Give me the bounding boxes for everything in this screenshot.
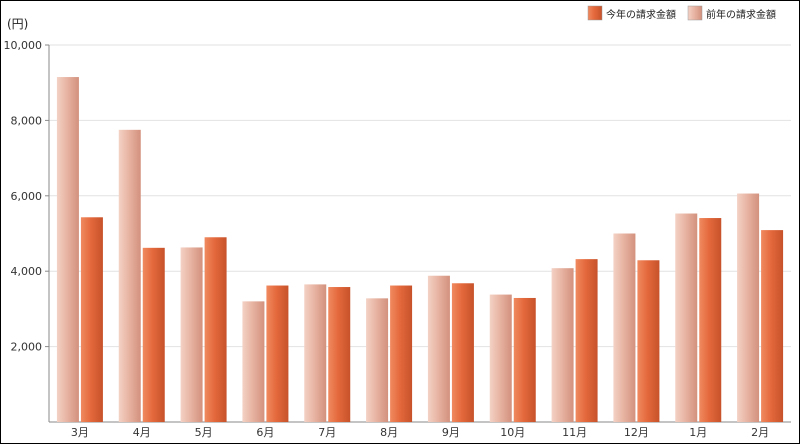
y-tick-label: 2,000 [11,341,43,354]
x-tick-label: 3月 [71,426,89,439]
x-tick-labels: 3月 4月 5月 6月 7月 8月 9月 10月 11月 12月 1月 2月 [71,426,769,439]
x-tick-label: 7月 [318,426,336,439]
legend-swatch [587,5,603,21]
bar-this-year [80,217,103,422]
x-tick-label: 11月 [562,426,587,439]
y-tick-label: 6,000 [11,190,43,203]
gridlines [49,44,791,348]
bar-this-year [266,285,289,422]
x-tick-label: 12月 [624,426,649,439]
bar-previous-year [613,233,636,422]
y-unit-label: (円) [7,17,28,31]
bar-this-year [390,285,413,422]
x-tick-label: 1月 [689,426,707,439]
bar-previous-year [180,247,203,422]
x-tick-label: 6月 [256,426,274,439]
x-tick-label: 2月 [751,426,769,439]
bar-previous-year [675,213,698,422]
bar-this-year [699,218,722,422]
bar-previous-year [304,284,327,422]
legend-swatch [687,5,703,21]
bar-this-year [761,230,784,422]
bar-previous-year [118,129,141,422]
bar-previous-year [56,77,79,423]
bar-previous-year [551,268,574,422]
bar-previous-year [489,294,512,422]
bar-previous-year [242,301,265,422]
bar-this-year [513,297,536,422]
bar-previous-year [366,298,389,422]
bar-this-year [204,237,227,422]
x-tick-label: 9月 [442,426,460,439]
x-tick-label: 5月 [195,426,213,439]
y-tick-label: 4,000 [11,265,43,278]
y-tick-label: 10,000 [4,39,43,52]
y-tick-label: 8,000 [11,114,43,127]
bar-this-year [637,260,660,422]
bar-this-year [451,283,474,422]
legend: 今年の請求金額 前年の請求金額 [587,5,776,21]
legend-label: 前年の請求金額 [706,8,776,21]
x-tick-label: 4月 [133,426,151,439]
bars [56,77,784,423]
bar-previous-year [737,193,760,422]
bar-this-year [142,247,165,422]
bar-this-year [328,287,351,422]
bar-previous-year [427,275,450,422]
y-tick-labels: 2,000 4,000 6,000 8,000 10,000 [4,39,43,354]
x-tick-label: 10月 [500,426,525,439]
legend-label: 今年の請求金額 [606,8,676,21]
x-tick-label: 8月 [380,426,398,439]
axes [45,44,791,423]
bar-this-year [575,259,598,422]
